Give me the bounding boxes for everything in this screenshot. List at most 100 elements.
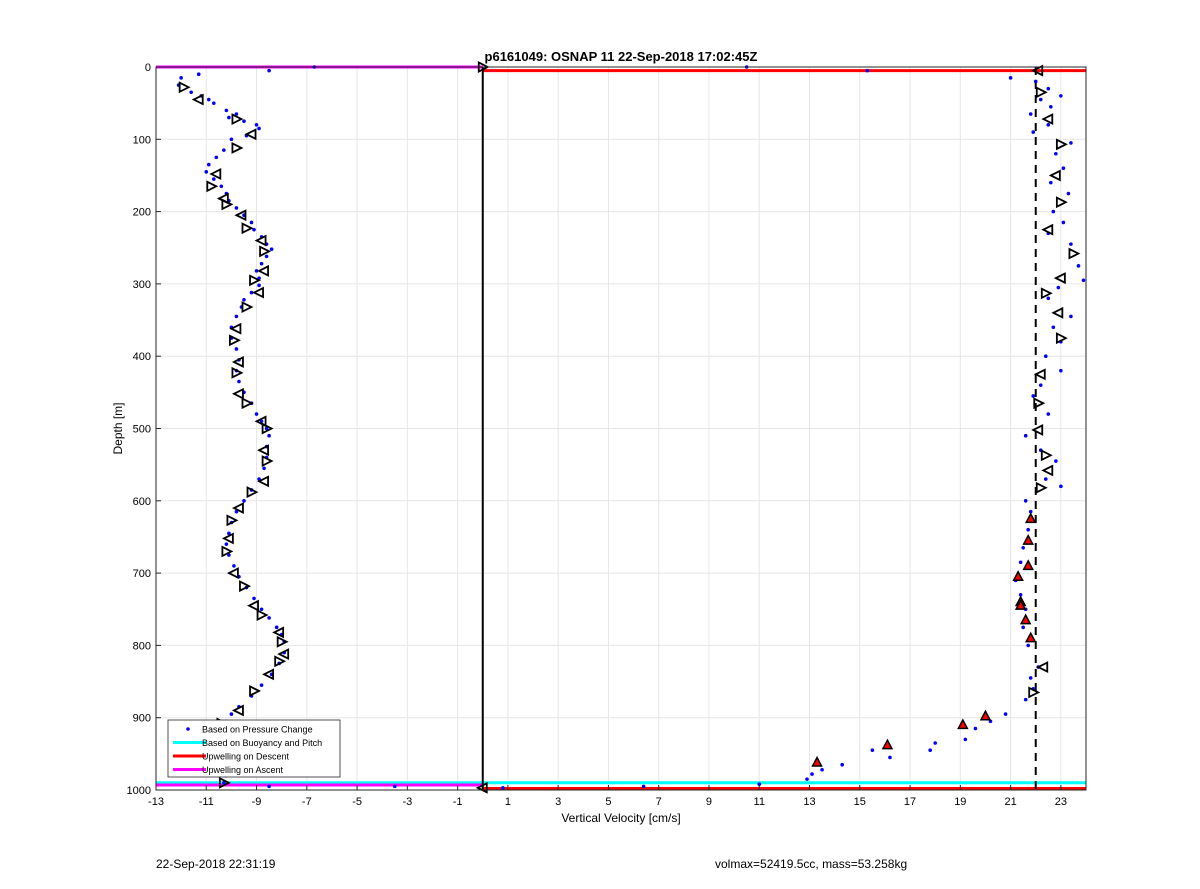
pressure-change-point bbox=[234, 206, 239, 210]
open-triangle-marker bbox=[231, 387, 244, 400]
open-triangle-marker bbox=[231, 356, 244, 368]
pressure-change-point bbox=[757, 782, 762, 787]
pressure-change-point bbox=[234, 347, 239, 351]
pressure-change-point bbox=[267, 433, 271, 438]
x-tick-label: 19 bbox=[954, 796, 966, 808]
pressure-change-point bbox=[1046, 296, 1051, 301]
pressure-change-point bbox=[1069, 314, 1073, 319]
pressure-change-point bbox=[1066, 191, 1071, 196]
x-axis-label: Vertical Velocity [cm/s] bbox=[561, 811, 680, 825]
open-triangle-marker bbox=[1033, 397, 1046, 410]
pressure-change-point bbox=[189, 90, 193, 95]
open-triangle-marker bbox=[191, 93, 204, 106]
open-triangle-marker bbox=[1040, 449, 1053, 462]
pressure-change-point bbox=[234, 509, 239, 514]
triangle-markers bbox=[178, 61, 1081, 794]
pressure-change-point bbox=[865, 68, 870, 73]
reference-hlines bbox=[156, 65, 1086, 791]
pressure-change-point bbox=[264, 426, 269, 431]
pressure-change-point bbox=[501, 786, 505, 790]
open-triangle-marker bbox=[262, 668, 275, 681]
footer-timestamp: 22-Sep-2018 22:31:19 bbox=[156, 857, 276, 871]
open-triangle-marker bbox=[1055, 196, 1068, 209]
pressure-change-point bbox=[267, 68, 271, 73]
pressure-change-point bbox=[1003, 712, 1008, 716]
x-tick-label: 13 bbox=[803, 796, 815, 808]
open-triangle-marker bbox=[274, 655, 287, 668]
pressure-change-point bbox=[1033, 79, 1038, 84]
upwelling-descent-marker bbox=[979, 709, 992, 721]
pressure-change-point bbox=[810, 772, 814, 776]
pressure-change-point bbox=[1028, 509, 1033, 514]
pressure-change-point bbox=[196, 72, 201, 77]
pressure-change-point bbox=[259, 683, 264, 687]
upwelling-descent-marker bbox=[881, 738, 894, 750]
open-triangle-marker bbox=[256, 609, 269, 621]
pressure-change-point bbox=[888, 755, 892, 760]
open-triangle-marker bbox=[244, 128, 257, 141]
pressure-change-point bbox=[222, 780, 226, 785]
x-tick-label: 11 bbox=[754, 796, 765, 808]
pressure-change-point bbox=[1018, 560, 1023, 565]
pressure-change-point bbox=[224, 108, 229, 113]
pressure-change-point bbox=[227, 531, 231, 536]
pressure-change-point bbox=[204, 170, 209, 174]
y-tick-label: 500 bbox=[133, 424, 151, 436]
pressure-change-point bbox=[1046, 86, 1051, 91]
pressure-change-point bbox=[392, 784, 397, 789]
x-tick-label: 3 bbox=[555, 796, 561, 808]
pressure-change-point bbox=[254, 412, 259, 416]
pressure-change-point bbox=[229, 712, 234, 716]
pressure-change-point bbox=[267, 616, 271, 620]
open-triangle-marker bbox=[221, 198, 234, 211]
x-tick-label: 1 bbox=[505, 796, 511, 808]
upwelling-descent-marker bbox=[1024, 631, 1037, 643]
open-triangle-marker bbox=[231, 704, 244, 717]
pressure-change-point bbox=[267, 784, 271, 789]
open-triangle-marker bbox=[246, 486, 259, 499]
pressure-change-point bbox=[1049, 180, 1053, 185]
chart-title: p6161049: OSNAP 11 22-Sep-2018 17:02:45Z bbox=[485, 49, 758, 64]
pressure-change-point bbox=[1031, 394, 1036, 398]
x-tick-label: -5 bbox=[352, 796, 362, 808]
pressure-change-point bbox=[963, 737, 968, 742]
open-triangle-marker bbox=[229, 334, 241, 347]
pressure-change-point bbox=[973, 726, 978, 731]
open-triangle-marker bbox=[239, 580, 251, 593]
pressure-change-point bbox=[257, 283, 261, 288]
legend: Based on Pressure Change Based on Buoyanc… bbox=[167, 719, 341, 778]
legend-label: Based on Pressure Change bbox=[202, 725, 313, 735]
pressure-change-point bbox=[234, 314, 239, 319]
pressure-change-point bbox=[641, 784, 646, 789]
open-triangle-marker bbox=[247, 599, 259, 612]
pressure-change-point bbox=[1008, 76, 1013, 80]
upwelling-descent-marker bbox=[1014, 599, 1027, 610]
pressure-change-point bbox=[249, 290, 254, 295]
pressure-change-point bbox=[227, 115, 231, 120]
axis-ticks: -13 -11 -9 -7 -5 -3 -1 1 3 5 7 9 11 13 15 17 19 21 2301002… bbox=[127, 62, 1067, 808]
pressure-change-point bbox=[219, 184, 224, 189]
open-triangle-marker bbox=[1053, 272, 1066, 285]
legend-box bbox=[167, 719, 341, 778]
x-tick-label: 7 bbox=[656, 796, 662, 808]
pressure-change-point bbox=[1081, 278, 1086, 283]
upwelling-descent-marker bbox=[811, 755, 823, 767]
open-triangle-marker bbox=[231, 142, 244, 154]
open-triangle-marker bbox=[257, 264, 269, 277]
pressure-change-point bbox=[1028, 112, 1033, 116]
pressure-change-point bbox=[179, 76, 183, 80]
open-triangle-marker bbox=[221, 545, 234, 558]
pressure-change-point bbox=[242, 298, 246, 302]
pressure-change-point bbox=[1038, 383, 1043, 387]
open-triangle-marker bbox=[1031, 423, 1044, 436]
open-triangle-marker bbox=[178, 81, 191, 94]
pressure-change-point bbox=[1046, 123, 1051, 127]
x-tick-label: -11 bbox=[199, 796, 214, 808]
pressure-change-point bbox=[232, 564, 236, 568]
y-tick-label: 100 bbox=[133, 134, 151, 146]
open-triangle-marker bbox=[252, 286, 264, 299]
legend-label: Upwelling on Descent bbox=[202, 752, 290, 762]
upwelling-descent-marker bbox=[1012, 570, 1024, 581]
pressure-change-point bbox=[1023, 433, 1028, 438]
open-triangle-marker bbox=[1028, 686, 1041, 699]
